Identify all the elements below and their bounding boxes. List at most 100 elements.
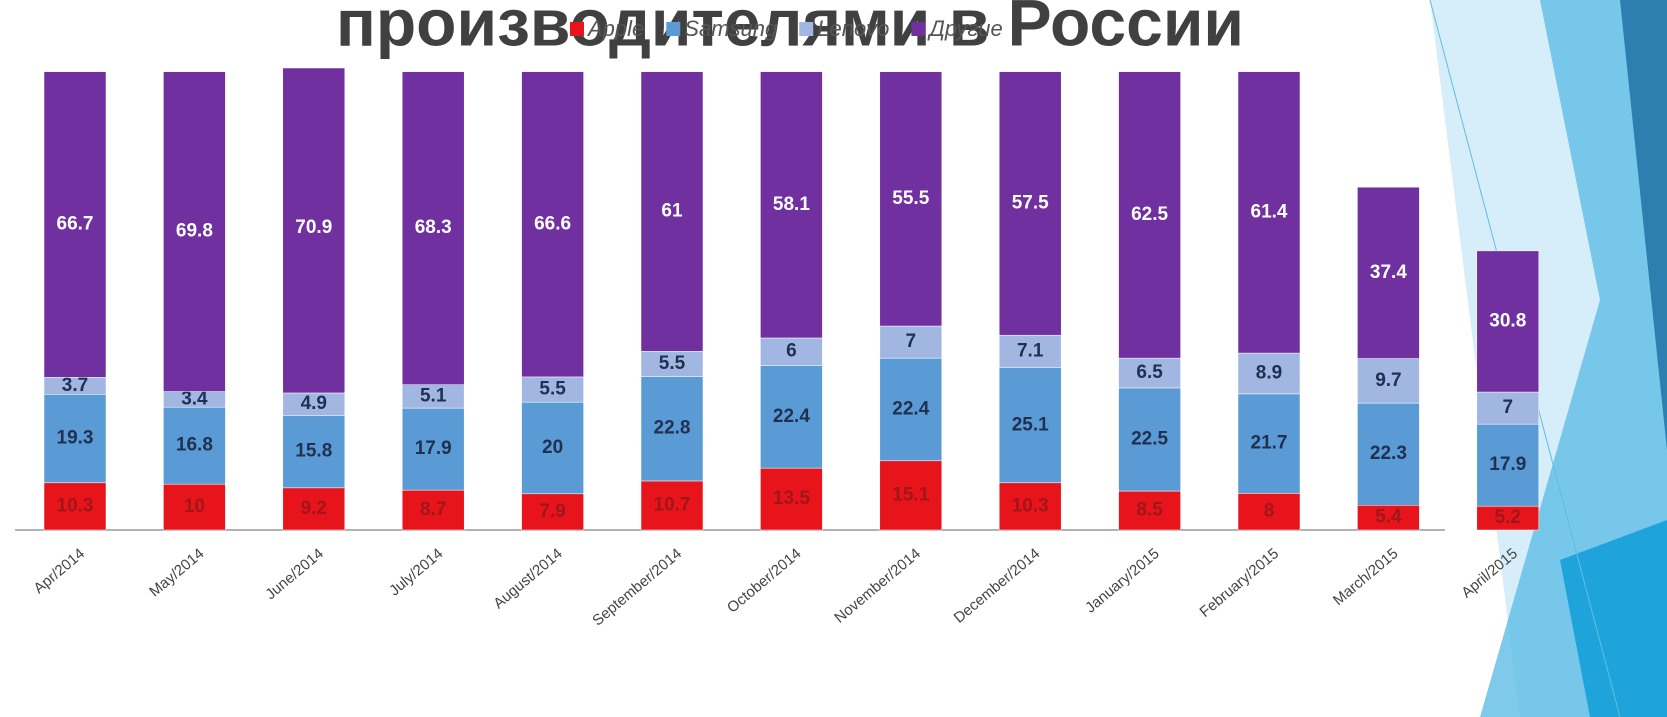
bar-segment bbox=[43, 71, 107, 378]
data-label: 21.7 bbox=[1251, 433, 1288, 454]
bar-segment bbox=[998, 482, 1062, 531]
decor bbox=[1620, 0, 1667, 450]
data-label: 68.3 bbox=[415, 217, 452, 238]
data-label: 7 bbox=[1503, 397, 1514, 418]
data-label: 5.5 bbox=[539, 379, 566, 400]
data-label: 62.5 bbox=[1131, 204, 1168, 225]
data-label: 66.6 bbox=[534, 213, 571, 234]
data-label: 5.2 bbox=[1495, 507, 1521, 528]
bar-segment bbox=[1237, 71, 1301, 354]
bar-segment bbox=[879, 71, 943, 327]
x-tick-label: Apr/2014 bbox=[31, 545, 89, 597]
bar-segment bbox=[1237, 493, 1301, 531]
data-label: 8.5 bbox=[1136, 500, 1163, 521]
bar-segment bbox=[998, 334, 1062, 369]
bar-segment bbox=[282, 67, 346, 394]
data-label: 6 bbox=[786, 341, 797, 362]
bar-segment bbox=[1357, 505, 1420, 531]
bar-segment bbox=[760, 337, 823, 366]
bar-segment bbox=[1118, 387, 1181, 492]
bar-segment bbox=[640, 376, 704, 482]
x-tick-label: November/2014 bbox=[831, 545, 924, 627]
data-label: 17.9 bbox=[415, 438, 452, 459]
legend-label: Samsung bbox=[684, 16, 778, 41]
bar-segment bbox=[282, 487, 346, 531]
bar-segment bbox=[401, 71, 465, 385]
data-label: 10.7 bbox=[654, 494, 691, 515]
bar-segment bbox=[521, 493, 584, 531]
data-label: 22.8 bbox=[654, 418, 691, 439]
bar-segment bbox=[43, 482, 107, 531]
bar-segment bbox=[640, 71, 704, 352]
bar-segment bbox=[640, 351, 704, 377]
data-label: 13.5 bbox=[773, 488, 810, 509]
data-label: 10.3 bbox=[1012, 495, 1049, 516]
x-tick-label: July/2014 bbox=[386, 545, 446, 599]
data-label: 22.4 bbox=[892, 398, 929, 419]
x-tick-label: January/2015 bbox=[1082, 545, 1163, 616]
bar-segment bbox=[1476, 391, 1540, 425]
bar-segment bbox=[163, 406, 226, 485]
x-tick-label: February/2015 bbox=[1196, 545, 1282, 621]
data-label: 10.3 bbox=[57, 495, 94, 516]
bar-segment bbox=[1357, 358, 1420, 404]
legend-label: Другие bbox=[926, 16, 1002, 41]
data-label: 15.1 bbox=[892, 484, 929, 505]
x-tick-label: October/2014 bbox=[724, 545, 805, 616]
data-label: 5.1 bbox=[420, 385, 447, 406]
bar-segment bbox=[1118, 357, 1181, 389]
data-label: 55.5 bbox=[892, 188, 929, 209]
bar-segment bbox=[1357, 186, 1420, 359]
data-label: 19.3 bbox=[57, 428, 94, 449]
bar-segment bbox=[282, 415, 346, 489]
data-label: 5.5 bbox=[659, 353, 686, 374]
data-label: 4.9 bbox=[301, 393, 327, 414]
bar-segment bbox=[163, 483, 226, 531]
data-label: 22.3 bbox=[1370, 443, 1407, 464]
x-tick-label: August/2014 bbox=[490, 545, 565, 612]
legend-swatch bbox=[570, 22, 584, 36]
bar-segment bbox=[998, 367, 1062, 484]
data-label: 8.7 bbox=[420, 499, 446, 520]
data-label: 7 bbox=[906, 331, 917, 352]
bar-segment bbox=[879, 357, 943, 462]
data-label: 7.9 bbox=[539, 501, 565, 522]
data-label: 61 bbox=[661, 200, 683, 221]
data-label: 16.8 bbox=[176, 435, 213, 456]
data-label: 57.5 bbox=[1012, 192, 1049, 213]
bar-segment bbox=[640, 480, 704, 531]
bar-segment bbox=[1237, 352, 1301, 395]
data-label: 58.1 bbox=[773, 194, 810, 215]
legend-swatch bbox=[666, 22, 681, 36]
decor bbox=[1560, 520, 1667, 717]
data-label: 9.7 bbox=[1375, 370, 1401, 391]
x-tick-label: March/2015 bbox=[1330, 545, 1402, 609]
data-label: 8 bbox=[1264, 501, 1275, 522]
data-label: 22.4 bbox=[773, 406, 810, 427]
bar-segment bbox=[163, 71, 226, 392]
data-label: 8.9 bbox=[1256, 362, 1282, 383]
data-label: 7.1 bbox=[1017, 340, 1044, 361]
bar-segment bbox=[760, 71, 823, 339]
legend-swatch bbox=[799, 22, 814, 36]
data-label: 10 bbox=[184, 496, 205, 517]
bar-segment bbox=[760, 467, 823, 531]
data-label: 17.9 bbox=[1489, 454, 1526, 475]
data-label: 25.1 bbox=[1012, 414, 1049, 435]
bar-segment bbox=[1357, 402, 1420, 506]
bar-segment bbox=[1237, 393, 1301, 494]
data-label: 61.4 bbox=[1251, 201, 1288, 222]
data-label: 30.8 bbox=[1489, 310, 1526, 331]
data-label: 6.5 bbox=[1136, 362, 1163, 383]
bar-segment bbox=[521, 376, 584, 403]
data-label: 15.8 bbox=[295, 441, 332, 462]
x-tick-label: May/2014 bbox=[146, 545, 207, 600]
bar-segment bbox=[998, 71, 1062, 336]
x-tick-label: June/2014 bbox=[262, 545, 327, 603]
bar-segment bbox=[879, 460, 943, 531]
data-label: 3.4 bbox=[181, 388, 208, 409]
data-label: 3.7 bbox=[62, 375, 88, 396]
x-tick-label: December/2014 bbox=[951, 545, 1044, 627]
bar-segment bbox=[760, 365, 823, 469]
